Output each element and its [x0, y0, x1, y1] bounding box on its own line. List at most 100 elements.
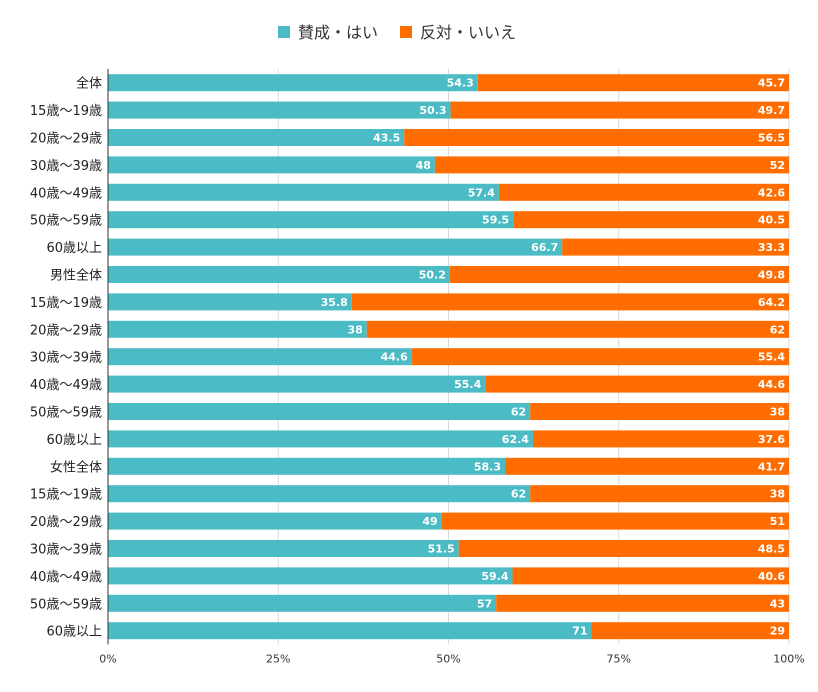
- category-label-4: 40歳～49歳: [30, 186, 102, 201]
- category-label-7: 男性全体: [50, 268, 102, 284]
- bar-0-5: [108, 211, 514, 229]
- data-label-1-5: 40.5: [758, 214, 785, 227]
- data-label-0-15: 62: [511, 488, 526, 501]
- bar-1-19: [496, 594, 789, 612]
- data-label-1-19: 43: [770, 597, 785, 610]
- bar-1-8: [351, 293, 789, 311]
- data-label-1-10: 55.4: [758, 351, 785, 364]
- bar-0-0: [108, 74, 478, 92]
- category-label-1: 15歳～19歳: [30, 104, 102, 119]
- bar-1-9: [366, 320, 789, 338]
- category-label-2: 20歳～29歳: [30, 132, 102, 147]
- bar-0-12: [108, 403, 531, 420]
- x-tick-label-0: 0%: [99, 652, 116, 665]
- category-label-6: 60歳以上: [46, 241, 102, 256]
- data-label-0-12: 62: [511, 406, 526, 419]
- data-label-1-6: 33.3: [758, 241, 785, 254]
- category-label-5: 50歳～59歳: [30, 214, 102, 229]
- bar-1-15: [530, 485, 789, 503]
- category-label-13: 60歳以上: [46, 433, 102, 448]
- category-label-8: 15歳～19歳: [30, 296, 102, 311]
- bar-1-5: [513, 211, 789, 229]
- data-label-0-1: 50.3: [419, 104, 446, 117]
- bar-1-1: [450, 101, 789, 119]
- data-label-0-13: 62.4: [502, 433, 529, 446]
- data-label-0-11: 55.4: [454, 378, 481, 391]
- bar-1-0: [477, 74, 789, 92]
- data-label-0-17: 51.5: [428, 543, 455, 556]
- bar-0-10: [108, 348, 412, 366]
- bar-0-17: [108, 540, 459, 557]
- legend-label-0: 賛成・はい: [298, 23, 378, 42]
- data-label-1-18: 40.6: [758, 570, 785, 583]
- bar-0-6: [108, 238, 563, 256]
- bar-1-13: [532, 430, 789, 448]
- category-label-20: 60歳以上: [46, 625, 102, 640]
- data-label-1-15: 38: [770, 488, 785, 501]
- data-label-1-2: 56.5: [758, 132, 785, 145]
- category-label-9: 20歳～29歳: [30, 323, 102, 338]
- category-label-17: 30歳～39歳: [30, 543, 102, 558]
- bar-1-14: [505, 457, 789, 475]
- data-label-0-5: 59.5: [482, 214, 509, 227]
- data-label-1-13: 37.6: [758, 433, 785, 446]
- data-label-1-4: 42.6: [758, 186, 785, 199]
- data-label-0-16: 49: [422, 515, 437, 528]
- bar-1-4: [498, 183, 789, 201]
- legend-swatch-0: [278, 26, 290, 38]
- data-label-0-0: 54.3: [447, 77, 474, 90]
- bar-1-2: [404, 129, 789, 146]
- bar-0-8: [108, 293, 352, 311]
- data-label-0-9: 38: [347, 323, 362, 336]
- data-label-0-8: 35.8: [321, 296, 348, 309]
- bar-1-16: [441, 512, 789, 530]
- data-label-0-3: 48: [416, 159, 431, 172]
- data-label-0-20: 71: [572, 625, 587, 638]
- category-label-3: 30歳～39歳: [30, 159, 102, 174]
- legend-label-1: 反対・いいえ: [420, 23, 516, 42]
- category-label-14: 女性全体: [50, 459, 102, 475]
- bar-0-9: [108, 320, 367, 338]
- bar-0-1: [108, 101, 451, 119]
- bar-1-11: [485, 375, 789, 393]
- bar-1-12: [530, 403, 789, 420]
- category-label-19: 50歳～59歳: [30, 597, 102, 612]
- bar-1-7: [449, 266, 789, 283]
- data-label-1-14: 41.7: [758, 460, 785, 473]
- bar-0-13: [108, 430, 533, 448]
- category-label-12: 50歳～59歳: [30, 406, 102, 421]
- category-label-15: 15歳～19歳: [30, 488, 102, 503]
- data-label-0-7: 50.2: [419, 269, 446, 282]
- bar-0-16: [108, 512, 442, 530]
- x-tick-label-3: 75%: [607, 652, 631, 665]
- x-tick-label-4: 100%: [773, 652, 804, 665]
- x-tick-label-1: 25%: [266, 652, 290, 665]
- bar-1-18: [512, 567, 789, 585]
- bar-1-6: [562, 238, 789, 256]
- data-label-1-17: 48.5: [758, 543, 785, 556]
- bar-1-10: [411, 348, 789, 366]
- data-label-1-8: 64.2: [758, 296, 785, 309]
- data-label-0-19: 57: [477, 597, 492, 610]
- data-label-1-11: 44.6: [758, 378, 785, 391]
- bar-0-11: [108, 375, 486, 393]
- category-label-18: 40歳～49歳: [30, 570, 102, 585]
- category-label-0: 全体: [76, 76, 102, 92]
- data-label-0-18: 59.4: [481, 570, 508, 583]
- x-tick-label-2: 50%: [436, 652, 460, 665]
- bar-0-2: [108, 129, 405, 146]
- data-label-1-1: 49.7: [758, 104, 785, 117]
- bar-1-3: [434, 156, 789, 174]
- bar-0-4: [108, 183, 499, 201]
- data-label-1-16: 51: [770, 515, 785, 528]
- category-label-10: 30歳～39歳: [30, 351, 102, 366]
- legend-swatch-1: [400, 26, 412, 38]
- data-label-1-20: 29: [770, 625, 785, 638]
- category-label-11: 40歳～49歳: [30, 378, 102, 393]
- bar-1-17: [458, 540, 789, 557]
- bar-0-7: [108, 266, 450, 283]
- data-label-1-0: 45.7: [758, 77, 785, 90]
- data-label-0-6: 66.7: [531, 241, 558, 254]
- bar-0-14: [108, 457, 506, 475]
